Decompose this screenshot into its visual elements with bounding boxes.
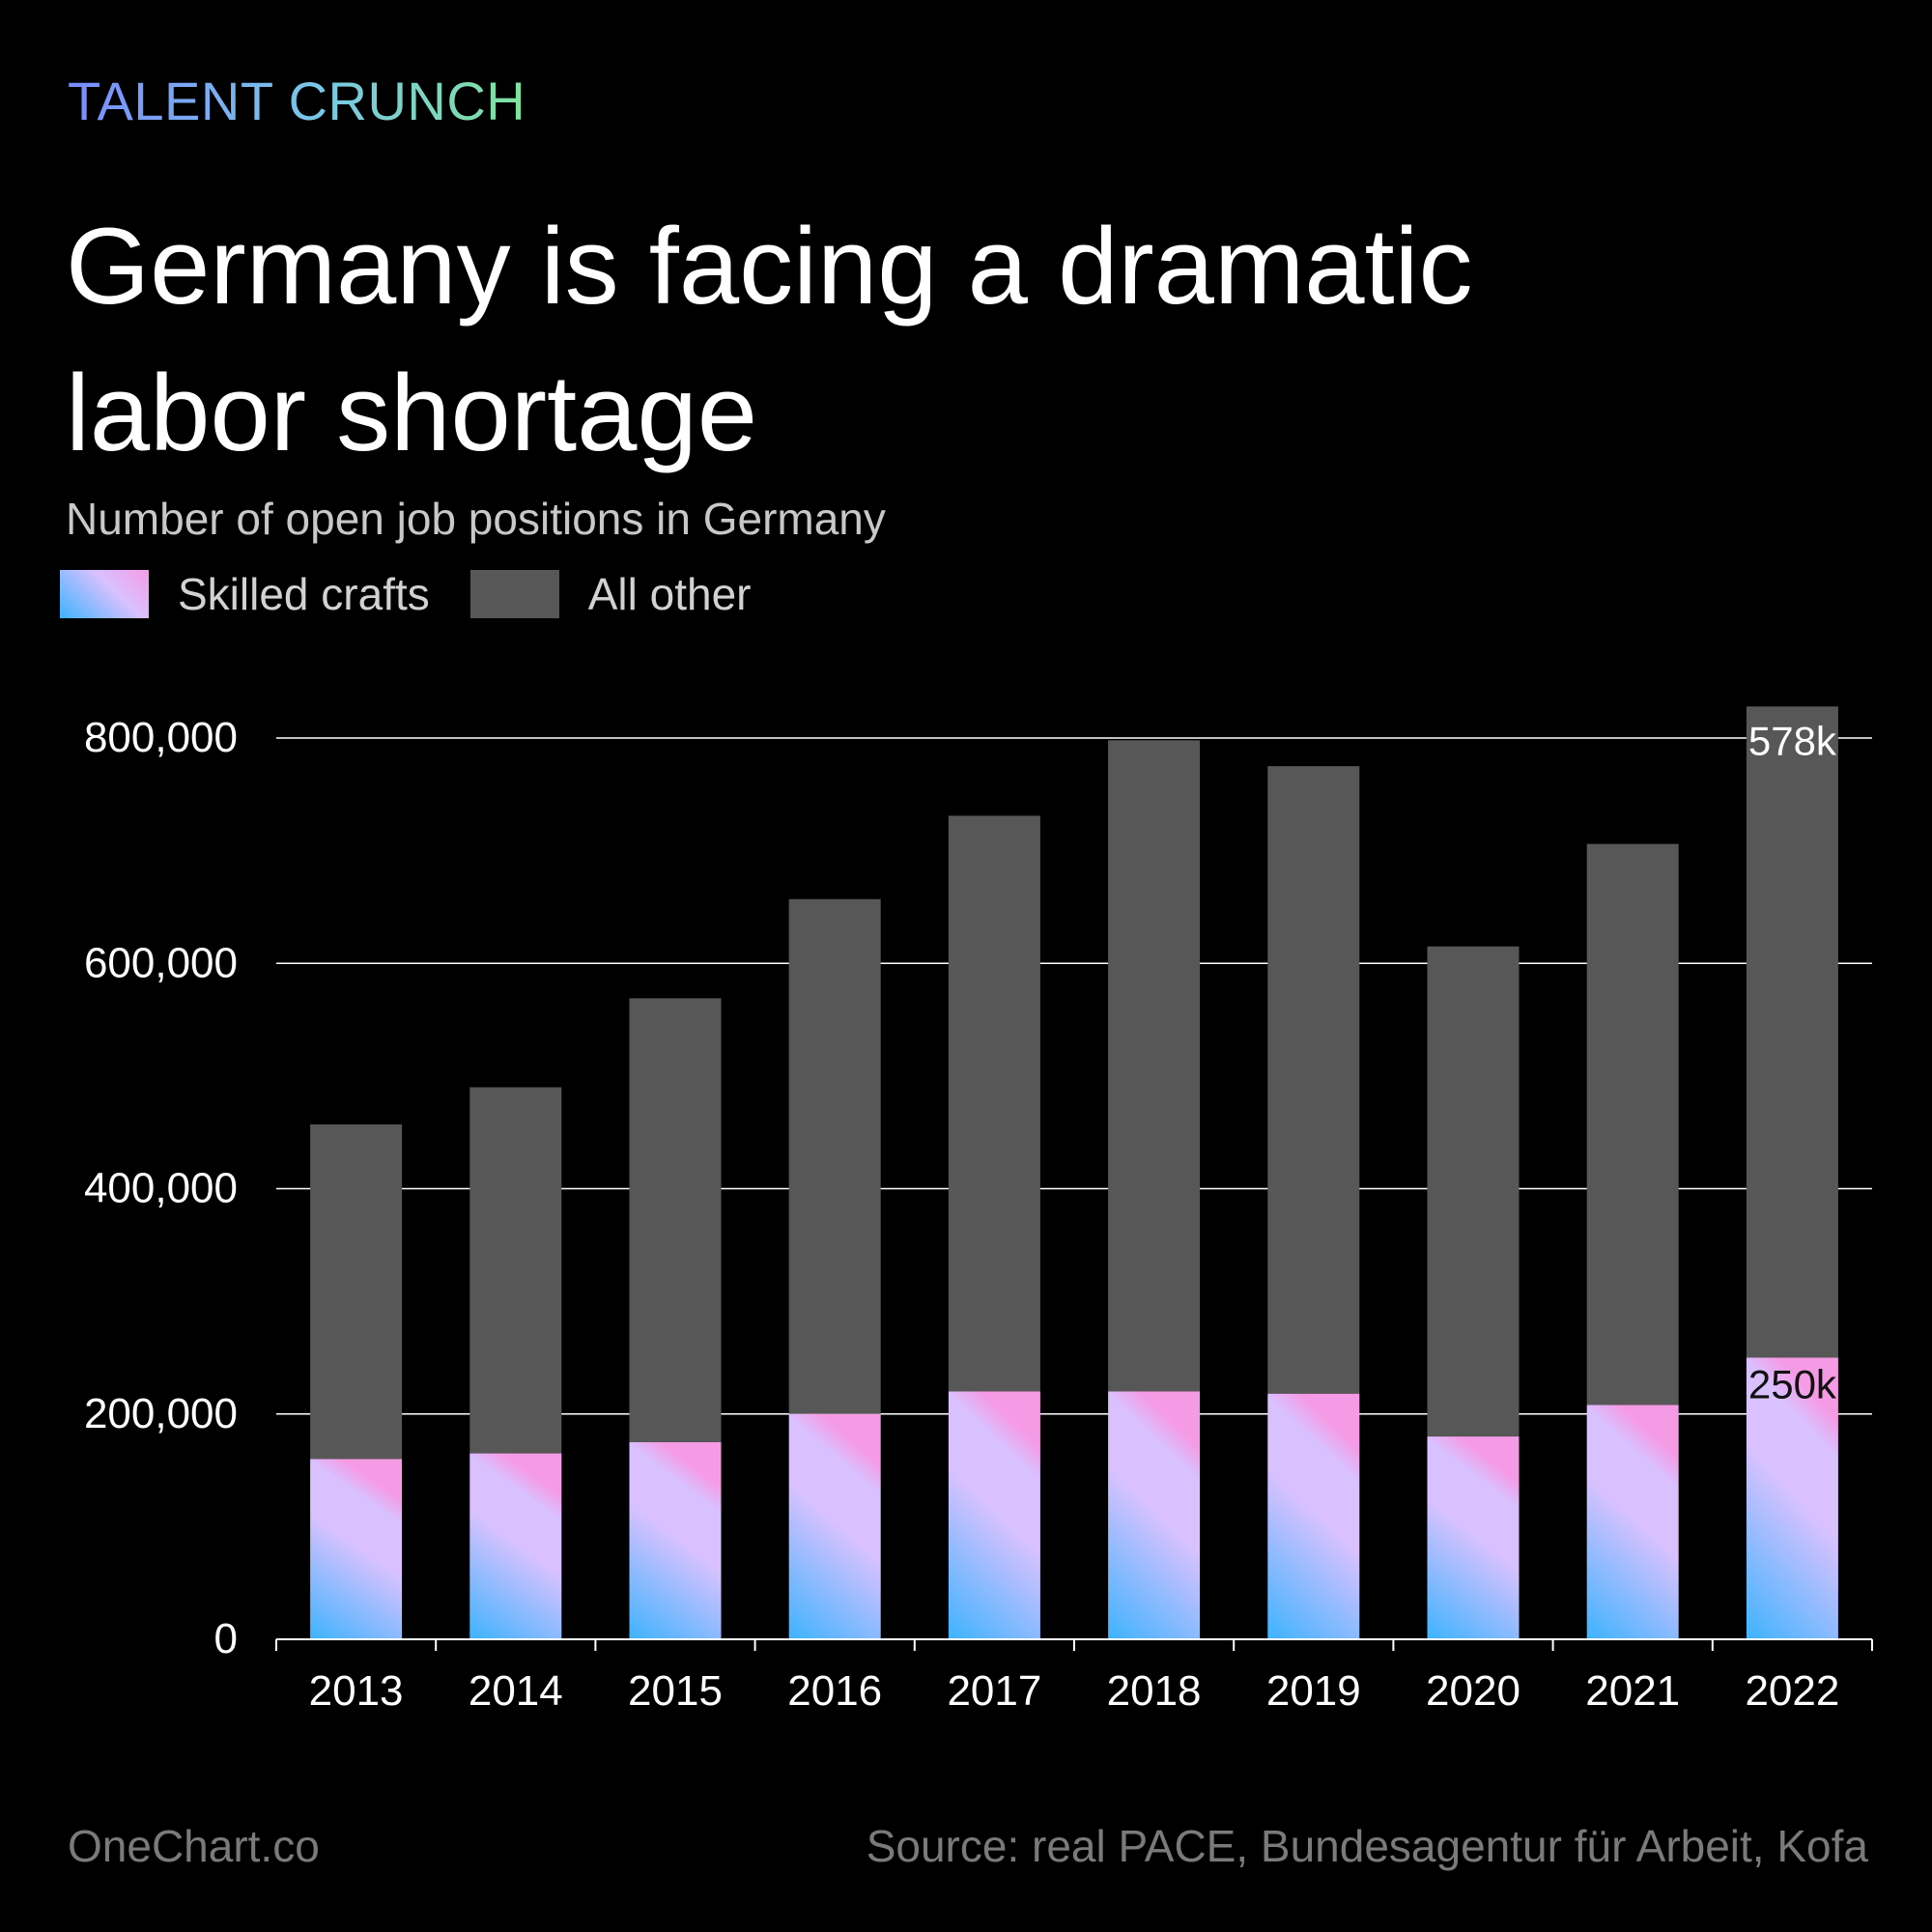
- y-tick-label: 400,000: [84, 1165, 238, 1212]
- legend: Skilled crafts All other: [60, 568, 752, 620]
- x-tick-label: 2019: [1266, 1667, 1361, 1715]
- bar-skilled-crafts: [1427, 1436, 1520, 1639]
- bar-all-other: [469, 1087, 562, 1454]
- bar-skilled-crafts: [1746, 1357, 1838, 1639]
- bar-skilled-crafts: [788, 1413, 881, 1639]
- chart-title: Germany is facing a dramatic labor short…: [66, 206, 1473, 473]
- x-tick-label: 2013: [309, 1667, 404, 1715]
- bar-all-other: [1108, 740, 1201, 1392]
- bar-skilled-crafts: [310, 1459, 403, 1639]
- data-label: 578k: [1748, 718, 1837, 763]
- bar-all-other: [629, 998, 722, 1442]
- source-label: Source: real PACE, Bundesagentur für Arb…: [866, 1821, 1868, 1871]
- legend-label-skilled-crafts: Skilled crafts: [178, 569, 430, 619]
- x-tick-label: 2017: [947, 1667, 1041, 1715]
- x-tick-label: 2022: [1745, 1667, 1839, 1715]
- y-tick-label: 0: [214, 1615, 238, 1662]
- x-tick-label: 2016: [787, 1667, 882, 1715]
- bar-all-other: [1746, 706, 1838, 1358]
- x-tick-label: 2014: [469, 1667, 563, 1715]
- bar-skilled-crafts: [629, 1441, 722, 1639]
- y-tick-label: 200,000: [84, 1390, 238, 1437]
- kicker-label: TALENT CRUNCH: [68, 71, 526, 131]
- x-tick-label: 2015: [628, 1667, 723, 1715]
- x-tick-label: 2021: [1585, 1667, 1680, 1715]
- x-tick-label: 2020: [1426, 1667, 1520, 1715]
- bar-skilled-crafts: [469, 1453, 562, 1639]
- chart-subtitle: Number of open job positions in Germany: [66, 494, 886, 544]
- data-label: 250k: [1748, 1361, 1837, 1406]
- bar-skilled-crafts: [1108, 1391, 1201, 1639]
- legend-swatch-skilled-crafts: [60, 570, 149, 618]
- y-tick-label: 600,000: [84, 939, 238, 986]
- legend-label-all-other: All other: [587, 569, 752, 619]
- bar-all-other: [1427, 946, 1520, 1437]
- bar-all-other: [1267, 766, 1360, 1394]
- legend-swatch-all-other: [469, 570, 559, 618]
- brand-label: OneChart.co: [68, 1821, 320, 1871]
- bar-skilled-crafts: [1586, 1405, 1679, 1639]
- bar-all-other: [1586, 843, 1679, 1406]
- bar-skilled-crafts: [1267, 1393, 1360, 1639]
- y-tick-label: 800,000: [84, 714, 238, 761]
- bar-all-other: [948, 815, 1040, 1392]
- x-tick-label: 2018: [1107, 1667, 1202, 1715]
- bar-skilled-crafts: [948, 1391, 1040, 1639]
- bar-all-other: [788, 898, 881, 1414]
- bar-all-other: [310, 1124, 403, 1460]
